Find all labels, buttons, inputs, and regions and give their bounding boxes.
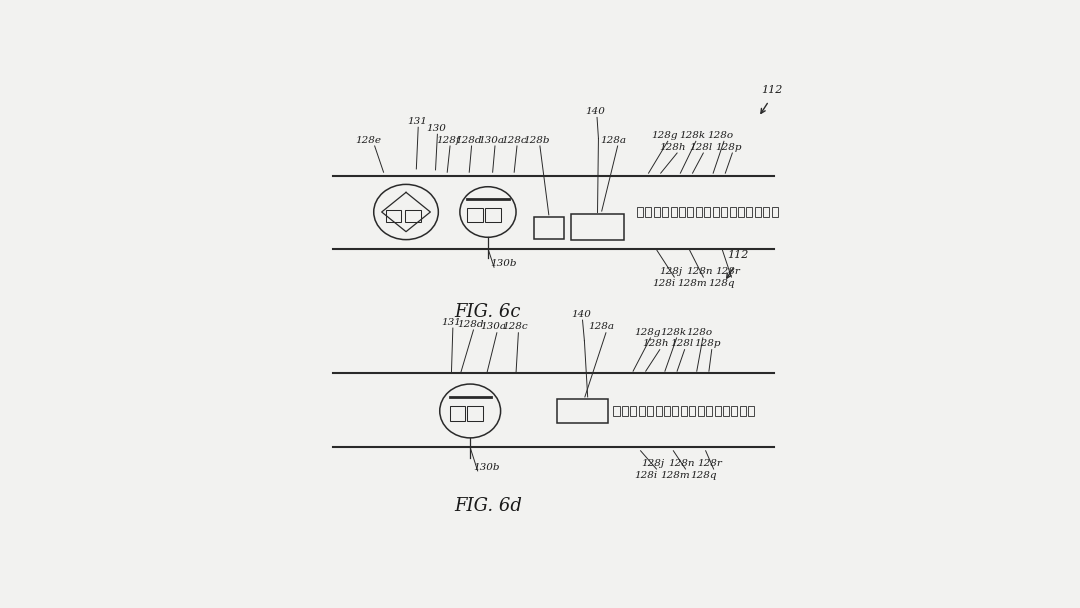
Text: 128p: 128p (694, 339, 721, 348)
FancyArrowPatch shape (727, 268, 733, 278)
Text: 128k: 128k (679, 131, 705, 140)
Text: FIG. 6c: FIG. 6c (455, 303, 522, 321)
Text: 128d: 128d (457, 320, 484, 328)
Text: 112: 112 (761, 86, 782, 95)
Text: 128d: 128d (455, 136, 482, 145)
Text: 131: 131 (407, 117, 427, 126)
Text: 128h: 128h (643, 339, 669, 348)
Text: 130a: 130a (481, 322, 507, 331)
Text: 128m: 128m (660, 471, 690, 480)
Text: 128c: 128c (502, 322, 528, 331)
Text: 128m: 128m (677, 279, 707, 288)
Text: 128o: 128o (707, 131, 733, 140)
Text: 128n: 128n (669, 458, 696, 468)
Text: 128e: 128e (355, 136, 381, 145)
Text: 140: 140 (571, 309, 591, 319)
Text: 128j: 128j (642, 458, 665, 468)
Text: 128l: 128l (671, 339, 693, 348)
Text: 128h: 128h (660, 143, 686, 151)
Text: 128n: 128n (686, 267, 713, 275)
Text: 112: 112 (727, 250, 748, 260)
Text: FIG. 6d: FIG. 6d (454, 497, 522, 516)
Text: 128g: 128g (634, 328, 660, 337)
Text: 128b: 128b (524, 136, 550, 145)
Text: 128j: 128j (660, 267, 683, 275)
Text: 128o: 128o (687, 328, 713, 337)
Text: 130b: 130b (490, 259, 516, 268)
Text: 128p: 128p (715, 143, 742, 151)
Text: 130a: 130a (478, 136, 504, 145)
Text: 128c: 128c (501, 136, 527, 145)
Text: 128f: 128f (436, 136, 460, 145)
Text: 128k: 128k (660, 328, 687, 337)
Text: 128l: 128l (689, 143, 712, 151)
Text: 128a: 128a (600, 136, 626, 145)
Text: 128g: 128g (651, 131, 678, 140)
Text: 128q: 128q (690, 471, 716, 480)
Text: 128i: 128i (652, 279, 675, 288)
FancyArrowPatch shape (761, 103, 768, 113)
Text: 140: 140 (585, 107, 606, 116)
Text: 128r: 128r (698, 458, 723, 468)
Text: 130: 130 (426, 124, 446, 133)
Text: 128a: 128a (589, 322, 615, 331)
Text: 130b: 130b (474, 463, 500, 472)
Text: 128r: 128r (715, 267, 740, 275)
Text: 131: 131 (442, 318, 461, 326)
Text: 128q: 128q (707, 279, 734, 288)
Text: 128i: 128i (634, 471, 658, 480)
